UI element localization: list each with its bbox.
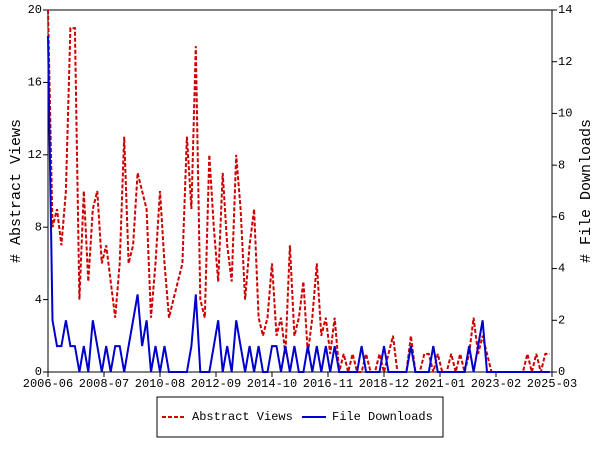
y-tick-label: 8 bbox=[35, 220, 42, 234]
x-tick-label: 2010-08 bbox=[135, 377, 185, 391]
x-tick-label: 2014-10 bbox=[247, 377, 297, 391]
x-tick-label: 2018-12 bbox=[359, 377, 409, 391]
x-tick-label: 2025-03 bbox=[527, 377, 577, 391]
legend-box bbox=[156, 396, 444, 438]
plot-frame bbox=[47, 9, 553, 373]
y-tick-label: 20 bbox=[28, 3, 42, 17]
legend-label: Abstract Views bbox=[192, 410, 293, 424]
x-tick-label: 2006-06 bbox=[23, 377, 73, 391]
y2-tick-label: 2 bbox=[558, 313, 565, 327]
y2-tick-label: 10 bbox=[558, 107, 572, 121]
y2-tick-label: 4 bbox=[558, 262, 565, 276]
y-tick-label: 4 bbox=[35, 293, 42, 307]
series-line bbox=[47, 9, 550, 373]
y2-axis-title: # File Downloads bbox=[578, 119, 595, 263]
x-tick-label: 2023-02 bbox=[471, 377, 521, 391]
y2-tick-label: 14 bbox=[558, 3, 572, 17]
x-tick-label: 2008-07 bbox=[79, 377, 129, 391]
y-tick-label: 16 bbox=[28, 76, 42, 90]
legend-label: File Downloads bbox=[332, 410, 433, 424]
y2-tick-label: 8 bbox=[558, 158, 565, 172]
x-tick-label: 2021-01 bbox=[415, 377, 465, 391]
series-line bbox=[47, 35, 550, 373]
y-tick-label: 12 bbox=[28, 148, 42, 162]
y-tick-label: 0 bbox=[35, 365, 42, 379]
y-axis-title: # Abstract Views bbox=[8, 119, 25, 263]
x-tick-label: 2012-09 bbox=[191, 377, 241, 391]
y2-tick-label: 12 bbox=[558, 55, 572, 69]
y2-tick-label: 6 bbox=[558, 210, 565, 224]
y2-tick-label: 0 bbox=[558, 365, 565, 379]
x-tick-label: 2016-11 bbox=[303, 377, 353, 391]
